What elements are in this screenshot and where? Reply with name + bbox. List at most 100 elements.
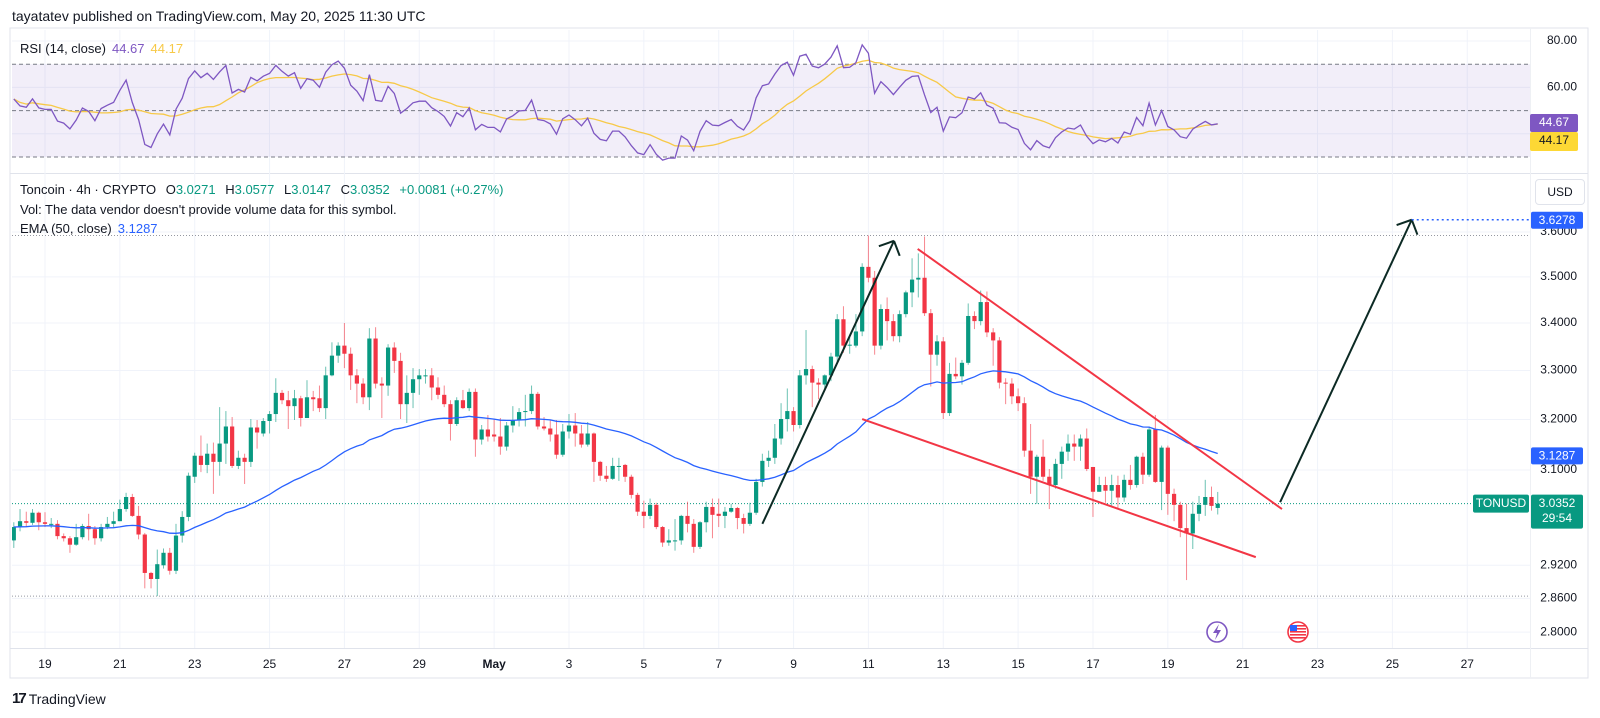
candle[interactable] [754, 478, 759, 515]
events-row[interactable] [1206, 621, 1309, 643]
candle[interactable] [516, 408, 522, 427]
candle[interactable] [155, 549, 160, 597]
candle[interactable] [554, 420, 559, 459]
candle[interactable] [741, 513, 746, 534]
candle[interactable] [835, 314, 840, 362]
candle[interactable] [760, 453, 765, 487]
candle[interactable] [598, 460, 603, 481]
candle[interactable] [928, 309, 933, 387]
candle[interactable] [1203, 479, 1208, 516]
candle[interactable] [311, 390, 316, 412]
candle[interactable] [903, 290, 908, 318]
price-pane[interactable] [12, 235, 1530, 597]
candle[interactable] [579, 424, 584, 448]
candle[interactable] [966, 303, 971, 365]
candle[interactable] [1109, 474, 1114, 507]
candle[interactable] [492, 419, 497, 442]
candle[interactable] [1196, 495, 1202, 522]
candle[interactable] [710, 498, 715, 539]
candle[interactable] [186, 472, 191, 522]
candle[interactable] [1190, 501, 1195, 550]
candle[interactable] [922, 236, 927, 316]
candle[interactable] [841, 306, 846, 353]
candle[interactable] [261, 418, 266, 437]
candle[interactable] [891, 314, 896, 342]
candle[interactable] [991, 328, 996, 366]
candle[interactable] [373, 327, 378, 389]
drawings[interactable] [761, 218, 1530, 559]
candle[interactable] [772, 423, 777, 464]
candle[interactable] [354, 369, 359, 404]
candle[interactable] [885, 297, 890, 341]
candle[interactable] [697, 521, 703, 550]
candle[interactable] [211, 442, 216, 494]
candle[interactable] [342, 322, 347, 369]
candle[interactable] [167, 547, 172, 575]
candle[interactable] [454, 397, 459, 426]
candle[interactable] [1115, 475, 1121, 508]
candle[interactable] [847, 337, 852, 354]
candle[interactable] [217, 407, 222, 476]
candle[interactable] [878, 304, 883, 350]
candle[interactable] [1090, 466, 1096, 517]
candle[interactable] [523, 394, 528, 427]
candle[interactable] [635, 492, 640, 516]
candle[interactable] [853, 314, 859, 348]
candle[interactable] [242, 453, 247, 484]
candle[interactable] [36, 511, 41, 531]
candle[interactable] [604, 465, 609, 482]
us-flag-icon[interactable] [1287, 621, 1309, 643]
candle[interactable] [410, 368, 416, 409]
candle[interactable] [12, 522, 16, 548]
candle[interactable] [423, 369, 428, 384]
candle[interactable] [361, 378, 366, 405]
candle[interactable] [479, 424, 484, 445]
candle[interactable] [647, 498, 653, 520]
candle[interactable] [442, 385, 447, 408]
candle[interactable] [304, 380, 310, 419]
candle[interactable] [866, 235, 871, 283]
candle[interactable] [298, 395, 303, 427]
candle[interactable] [978, 290, 983, 326]
candle[interactable] [959, 359, 965, 385]
candle[interactable] [99, 523, 104, 542]
candle[interactable] [585, 422, 590, 447]
candle[interactable] [485, 415, 490, 442]
rsi-value-badge[interactable]: 44.67 [1530, 113, 1578, 132]
candle[interactable] [67, 536, 73, 553]
candle[interactable] [123, 492, 129, 512]
candle[interactable] [953, 357, 958, 380]
candle[interactable] [105, 516, 110, 530]
candle[interactable] [897, 310, 902, 343]
candle[interactable] [1053, 458, 1058, 489]
candle[interactable] [560, 423, 565, 457]
candle[interactable] [722, 506, 728, 529]
candle[interactable] [566, 414, 572, 439]
candle[interactable] [504, 422, 509, 451]
candle[interactable] [1103, 476, 1108, 503]
candle[interactable] [997, 337, 1002, 389]
candle[interactable] [17, 509, 23, 532]
candle[interactable] [1047, 469, 1052, 510]
candle[interactable] [55, 520, 60, 540]
candle[interactable] [1084, 428, 1089, 472]
candle[interactable] [941, 337, 946, 420]
candle[interactable] [716, 498, 721, 528]
candle[interactable] [654, 502, 659, 530]
candle[interactable] [872, 270, 877, 355]
candle[interactable] [1009, 378, 1014, 405]
candle[interactable] [729, 503, 734, 513]
candle[interactable] [916, 253, 921, 298]
candle[interactable] [573, 413, 578, 447]
candle[interactable] [1022, 397, 1027, 457]
candle[interactable] [92, 525, 97, 545]
candle[interactable] [398, 352, 403, 420]
candle[interactable] [704, 501, 709, 533]
candle[interactable] [1003, 378, 1008, 405]
rsi-pane[interactable] [12, 43, 1530, 161]
candle[interactable] [816, 378, 821, 400]
candle[interactable] [142, 532, 147, 589]
candle[interactable] [1059, 446, 1064, 479]
candle[interactable] [947, 362, 952, 417]
impulse-arrow[interactable] [761, 240, 895, 525]
